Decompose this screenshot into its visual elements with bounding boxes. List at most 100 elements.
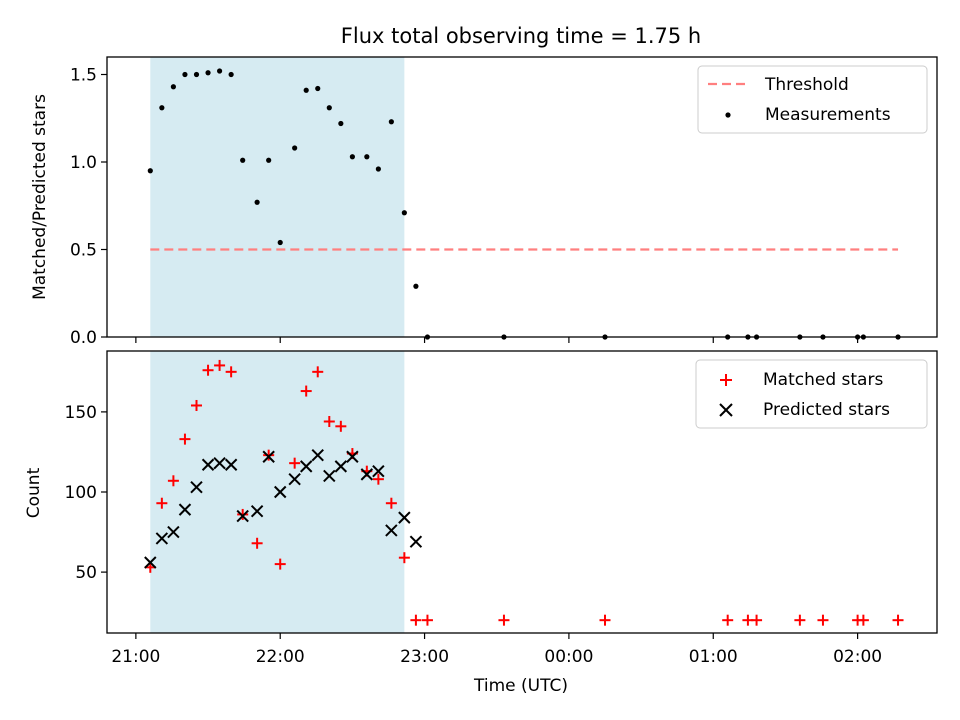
predicted-star-point-22	[409, 535, 423, 548]
predicted-star-point-19	[372, 464, 385, 478]
matched-star-point-14	[312, 366, 324, 378]
matched-star-point-26	[722, 614, 734, 626]
matched-star-point-19	[372, 473, 384, 485]
top-legend-box	[697, 65, 928, 134]
predicted-star-stroke-b	[167, 525, 180, 539]
predicted-star-stroke-b	[201, 458, 215, 471]
legend-matched-swatch	[720, 374, 732, 386]
matched-star-point-20	[385, 497, 397, 509]
predicted-star-stroke-b	[262, 450, 275, 463]
matched-stars-points	[144, 359, 904, 626]
measurement-point-2	[170, 84, 176, 90]
measurement-point-5	[205, 70, 211, 76]
predicted-star-point-7	[224, 458, 238, 471]
predicted-star-point-9	[250, 505, 264, 518]
measurement-point-10	[266, 157, 272, 163]
x-axis-label: Time (UTC)	[473, 676, 568, 696]
matched-star-point-1	[156, 497, 168, 509]
matched-star-point-24	[498, 614, 510, 626]
matched-star-point-11	[274, 558, 286, 570]
bottom-shaded-interval	[150, 351, 405, 633]
predicted-star-point-18	[360, 468, 374, 481]
x-tick-label: 02:00	[833, 647, 882, 667]
bottom-x-ticks: 21:00 22:00 23:00 00:00 01:00 02:00	[111, 633, 882, 667]
predicted-star-stroke-b	[155, 532, 169, 545]
top-x-ticks	[135, 337, 859, 343]
measurement-point-8	[240, 157, 246, 163]
matched-star-point-16	[335, 420, 347, 432]
x-tick-label: 21:00	[111, 647, 160, 667]
predicted-star-stroke-b	[144, 556, 157, 569]
measurement-point-4	[193, 71, 200, 78]
predicted-star-stroke-b	[288, 472, 301, 486]
measurement-point-0	[147, 168, 153, 174]
matched-star-point-6	[214, 359, 226, 371]
measurement-point-3	[182, 71, 188, 78]
predicted-star-stroke-b	[178, 503, 192, 516]
matched-star-point-28	[751, 614, 763, 626]
predicted-star-point-8	[236, 509, 249, 523]
measurement-point-21	[401, 210, 407, 216]
x-tick-label: 01:00	[689, 647, 738, 667]
predicted-star-point-14	[311, 448, 324, 462]
matched-star-point-15	[323, 416, 335, 427]
matched-star-point-10	[263, 449, 275, 461]
top-legend: Threshold Measurements	[697, 65, 928, 134]
matched-star-point-33	[892, 614, 904, 626]
predicted-star-point-2	[167, 525, 180, 539]
matched-star-point-4	[190, 399, 202, 411]
legend-threshold-label: Threshold	[764, 75, 849, 95]
measurement-point-22	[413, 283, 419, 289]
predicted-star-stroke-b	[299, 460, 313, 473]
predicted-star-point-12	[288, 472, 301, 486]
legend-measurements-swatch	[725, 112, 731, 118]
predicted-star-stroke-b	[311, 448, 324, 462]
predicted-star-stroke-b	[398, 511, 411, 524]
matched-star-point-25	[599, 614, 611, 626]
top-y-tick-label: 1.0	[70, 153, 97, 173]
predicted-star-point-1	[155, 532, 169, 545]
matched-star-point-8	[237, 508, 249, 520]
predicted-star-point-16	[334, 460, 348, 473]
predicted-star-stroke-b	[224, 458, 238, 471]
predicted-star-point-0	[144, 556, 157, 569]
measurement-point-13	[303, 87, 309, 93]
matched-star-point-2	[167, 475, 179, 487]
predicted-star-stroke-b	[385, 524, 398, 537]
predicted-star-stroke-b	[236, 509, 249, 523]
measurement-point-7	[228, 71, 234, 78]
bottom-y-tick-label: 50	[75, 563, 97, 583]
predicted-star-stroke-b	[323, 469, 336, 483]
predicted-star-point-17	[346, 450, 359, 463]
x-tick-label: 23:00	[400, 647, 449, 667]
matched-star-point-7	[225, 366, 237, 378]
matched-star-point-30	[817, 614, 829, 626]
top-shaded-interval	[150, 57, 405, 337]
matched-star-point-29	[794, 614, 806, 626]
measurement-point-9	[254, 199, 260, 205]
predicted-star-point-5	[201, 458, 215, 471]
measurement-point-11	[277, 239, 283, 246]
matched-star-point-13	[300, 385, 312, 397]
predicted-star-point-20	[385, 524, 398, 537]
predicted-star-stroke-b	[250, 505, 264, 518]
measurement-point-12	[292, 145, 298, 151]
predicted-star-stroke-b	[274, 485, 287, 499]
top-y-axis-label: Matched/Predicted stars	[30, 94, 50, 300]
top-y-ticks: 0.0 0.5 1.0 1.5	[70, 66, 107, 348]
predicted-star-stroke-b	[409, 535, 423, 548]
bottom-y-axis-label: Count	[24, 467, 44, 518]
matched-star-point-12	[289, 457, 301, 469]
predicted-star-stroke-b	[346, 450, 359, 463]
predicted-star-stroke-b	[360, 468, 374, 481]
measurement-point-6	[216, 68, 223, 74]
bottom-y-tick-label: 150	[65, 403, 97, 423]
predicted-stars-points	[144, 448, 423, 569]
matched-star-point-21	[398, 552, 410, 564]
top-panel: 0.0 0.5 1.0 1.5 Matched/Predicted stars Thr…	[30, 56, 938, 348]
top-y-tick-label: 0.5	[70, 241, 97, 261]
measurement-point-14	[315, 85, 321, 92]
x-tick-label: 22:00	[256, 647, 305, 667]
bottom-y-tick-label: 100	[65, 483, 97, 503]
